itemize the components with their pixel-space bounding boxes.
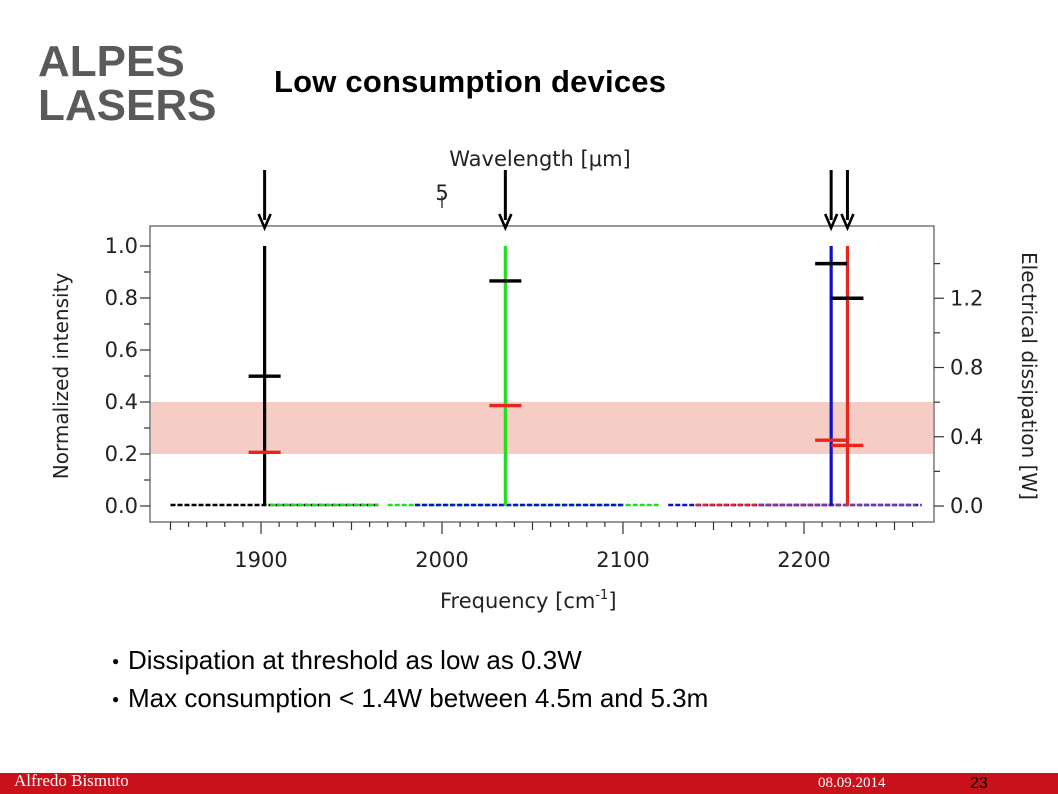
- x-axis-label-close: ]: [608, 589, 616, 613]
- arrow-head-icon: [257, 213, 272, 232]
- footer-bar: [0, 773, 1058, 794]
- highlight-band: [151, 402, 933, 454]
- top-axis-label: Wavelength [μm]: [449, 147, 630, 171]
- y2-axis-label: Electrical dissipation [W]: [1017, 252, 1041, 500]
- y2-tick-label: 1.2: [950, 286, 983, 310]
- y2-tick-label: 0.8: [950, 356, 983, 380]
- bullet-dot-icon: ●: [112, 654, 120, 668]
- y-tick-label: 0.0: [105, 494, 138, 518]
- alpes-lasers-logo: ALPES LASERS: [38, 38, 216, 124]
- x-axis-label-sup: -1: [595, 588, 608, 603]
- x-tick-label: 2200: [777, 548, 830, 572]
- bullet-text: Max consumption < 1.4W between 4.5m and …: [128, 683, 709, 713]
- y-axis-label: Normalized intensity: [49, 273, 73, 480]
- y-tick-label: 0.8: [105, 286, 138, 310]
- page-title: Low consumption devices: [274, 64, 667, 99]
- bullet-list: ● Dissipation at threshold as low as 0.3…: [112, 644, 708, 720]
- arrow-head-icon: [823, 213, 839, 232]
- page-number: 23: [970, 775, 988, 792]
- y-tick-label: 1.0: [105, 234, 138, 258]
- bullet-item: ● Max consumption < 1.4W between 4.5m an…: [112, 682, 708, 720]
- spectra-chart: 1900 2000 2100 2200 0.0 0.2 0.4 0.6 0.8 1.0 0.0 0…: [49, 147, 1041, 613]
- y-tick-label: 0.4: [105, 390, 138, 414]
- y2-tick-label: 0.4: [950, 425, 983, 449]
- top-axis-tick-label: 5: [435, 181, 448, 205]
- arrow-head-icon: [840, 213, 855, 232]
- arrow-head-icon: [498, 213, 513, 232]
- bullet-item: ● Dissipation at threshold as low as 0.3…: [112, 644, 708, 682]
- x-tick-label: 2100: [596, 548, 649, 572]
- bullet-text: Dissipation at threshold as low as 0.3W: [128, 645, 582, 675]
- x-axis-label: Frequency [cm-1]: [440, 588, 617, 613]
- footer-date: 08.09.2014: [818, 775, 886, 791]
- x-tick-label: 2000: [415, 548, 468, 572]
- plot-frame: [149, 225, 935, 523]
- x-axis-label-main: Frequency [cm: [440, 589, 595, 613]
- y-tick-label: 0.6: [105, 338, 138, 362]
- bullet-dot-icon: ●: [112, 692, 120, 706]
- logo-line-1: ALPES: [38, 38, 185, 86]
- x-tick-label: 1900: [234, 548, 287, 572]
- y-tick-label: 0.2: [105, 442, 138, 466]
- logo-line-2: LASERS: [38, 81, 216, 124]
- y2-tick-label: 0.0: [950, 494, 983, 518]
- footer-author: Alfredo Bismuto: [14, 771, 129, 790]
